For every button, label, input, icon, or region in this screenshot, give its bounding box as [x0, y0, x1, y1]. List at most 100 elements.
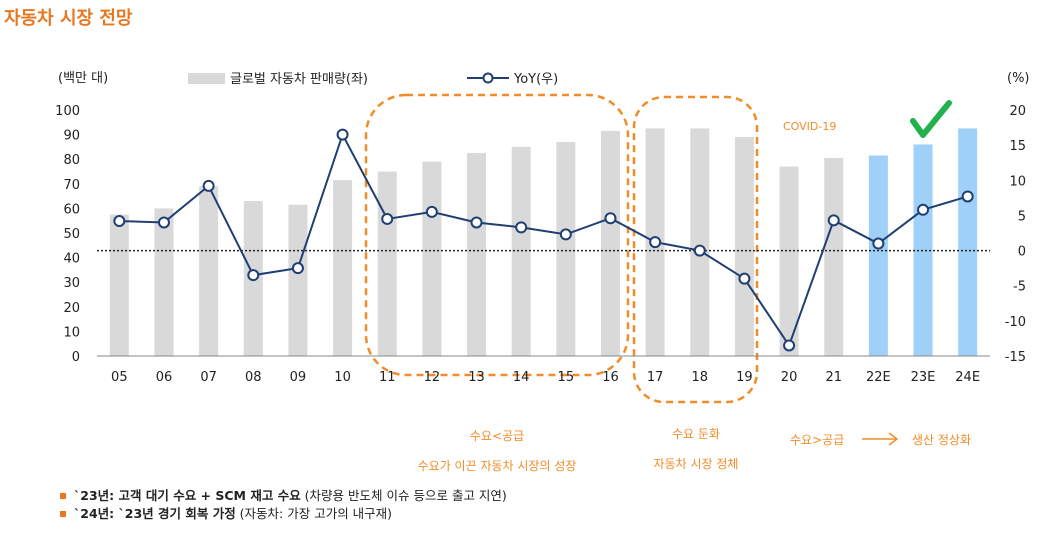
x-tick-label: 05 [111, 370, 128, 385]
slowdown-label-1: 수요 둔화 [672, 427, 720, 441]
x-tick-label: 19 [736, 370, 753, 385]
left-tick-label: 80 [63, 153, 80, 168]
yoy-point [693, 244, 706, 257]
left-tick-label: 40 [63, 252, 80, 267]
bar [109, 214, 129, 356]
right-tick-label: -5 [1013, 280, 1026, 295]
yoy-point [381, 212, 394, 225]
bar [511, 146, 531, 356]
x-tick-label: 24E [955, 370, 980, 385]
notes: `23년: 고객 대기 수요 + SCM 재고 수요 (차량용 반도체 이슈 등… [60, 487, 507, 523]
left-tick-label: 0 [72, 350, 80, 365]
left-axis-label: (백만 대) [58, 71, 108, 86]
x-tick-label: 09 [290, 370, 307, 385]
yoy-point [247, 269, 260, 282]
bullet-icon [60, 492, 66, 499]
bar [868, 155, 888, 356]
bar [377, 171, 397, 356]
yoy-point [738, 272, 751, 285]
left-tick-label: 90 [63, 129, 80, 144]
bar [333, 180, 353, 356]
bar [779, 166, 799, 356]
legend-bar-swatch [188, 73, 225, 84]
highlight-box-growth [364, 93, 630, 377]
right-tick-label: -10 [1005, 315, 1026, 330]
left-axis-ticks: 0 10 20 30 40 50 60 70 80 90 100 [55, 104, 80, 365]
right-tick-label: 10 [1009, 174, 1026, 189]
yoy-point [202, 179, 215, 192]
left-tick-label: 60 [63, 202, 80, 217]
x-tick-label: 10 [334, 370, 351, 385]
x-tick-label: 06 [156, 370, 173, 385]
yoy-point [559, 228, 572, 241]
yoy-point [515, 221, 528, 234]
yoy-point [470, 216, 483, 229]
right-tick-label: -15 [1005, 350, 1026, 365]
yoy-point [336, 128, 349, 141]
bar [154, 208, 174, 356]
bar [600, 130, 620, 356]
legend-bar-label: 글로벌 자동차 판매량(좌) [230, 72, 368, 87]
right-tick-label: 20 [1009, 104, 1026, 119]
left-tick-label: 100 [55, 104, 80, 119]
left-tick-label: 20 [63, 301, 80, 316]
note-item: `23년: 고객 대기 수요 + SCM 재고 수요 (차량용 반도체 이슈 등… [60, 487, 507, 505]
yoy-line-series [113, 128, 974, 352]
yoy-point [157, 216, 170, 229]
bar [556, 141, 576, 356]
note-bold: `24년: `23년 경기 회복 가정 [74, 506, 236, 521]
x-tick-label: 15 [558, 370, 575, 385]
yoy-point [604, 212, 617, 225]
covid-annotation: COVID-19 [783, 120, 836, 133]
yoy-point [113, 215, 126, 228]
highlight-boxes [364, 93, 759, 404]
x-tick-label: 18 [692, 370, 709, 385]
slowdown-label-2: 자동차 시장 정체 [654, 457, 739, 471]
growth-label-2: 수요가 이끈 자동차 시장의 성장 [418, 459, 577, 473]
legend-line-marker [482, 72, 494, 84]
right-tick-label: 5 [1018, 209, 1026, 224]
yoy-point [649, 236, 662, 249]
x-tick-label: 17 [647, 370, 664, 385]
legend-line-label: YoY(우) [513, 72, 558, 87]
x-tick-label: 13 [468, 370, 485, 385]
page-title: 자동차 시장 전망 [4, 8, 133, 29]
left-tick-label: 50 [63, 227, 80, 242]
right-tick-label: 0 [1018, 245, 1026, 260]
x-tick-label: 20 [781, 370, 798, 385]
note-bold: `23년: 고객 대기 수요 + SCM 재고 수요 [74, 488, 301, 503]
x-tick-label: 22E [866, 370, 891, 385]
yoy-point [872, 237, 885, 250]
yoy-point [917, 203, 930, 216]
bar [913, 144, 933, 356]
note-text: (자동차: 가장 고가의 내구재) [235, 506, 393, 521]
bar [288, 204, 308, 356]
bar-series [109, 128, 978, 356]
bar [467, 153, 487, 356]
yoy-point [783, 339, 796, 352]
bar [958, 128, 978, 356]
x-tick-label: 23E [911, 370, 936, 385]
note-text: (차량용 반도체 이슈 등으로 출고 지연) [300, 488, 507, 503]
normalization-label: 생산 정상화 [912, 433, 971, 447]
right-axis-label: (%) [1007, 71, 1030, 86]
x-axis-ticks: 05 06 07 08 09 10 11 12 13 14 15 16 17 18 19 20 21 22E 23E… [111, 370, 980, 385]
note-item: `24년: `23년 경기 회복 가정 (자동차: 가장 고가의 내구재) [60, 505, 507, 523]
x-tick-label: 14 [513, 370, 530, 385]
bar [734, 137, 754, 356]
legend: 글로벌 자동차 판매량(좌) YoY(우) [188, 72, 558, 87]
growth-label-1: 수요<공급 [470, 429, 524, 443]
right-tick-label: 15 [1009, 139, 1026, 154]
arrow-right-icon [862, 432, 899, 446]
right-axis-ticks: -15 -10 -5 0 5 10 15 20 [1005, 104, 1026, 365]
x-tick-label: 16 [602, 370, 619, 385]
bar [422, 161, 442, 356]
yoy-point [961, 190, 974, 203]
bar [199, 186, 219, 356]
left-tick-label: 30 [63, 276, 80, 291]
supply-label: 수요>공급 [790, 433, 844, 447]
bar [824, 157, 844, 356]
left-tick-label: 70 [63, 178, 80, 193]
x-tick-label: 11 [379, 370, 396, 385]
